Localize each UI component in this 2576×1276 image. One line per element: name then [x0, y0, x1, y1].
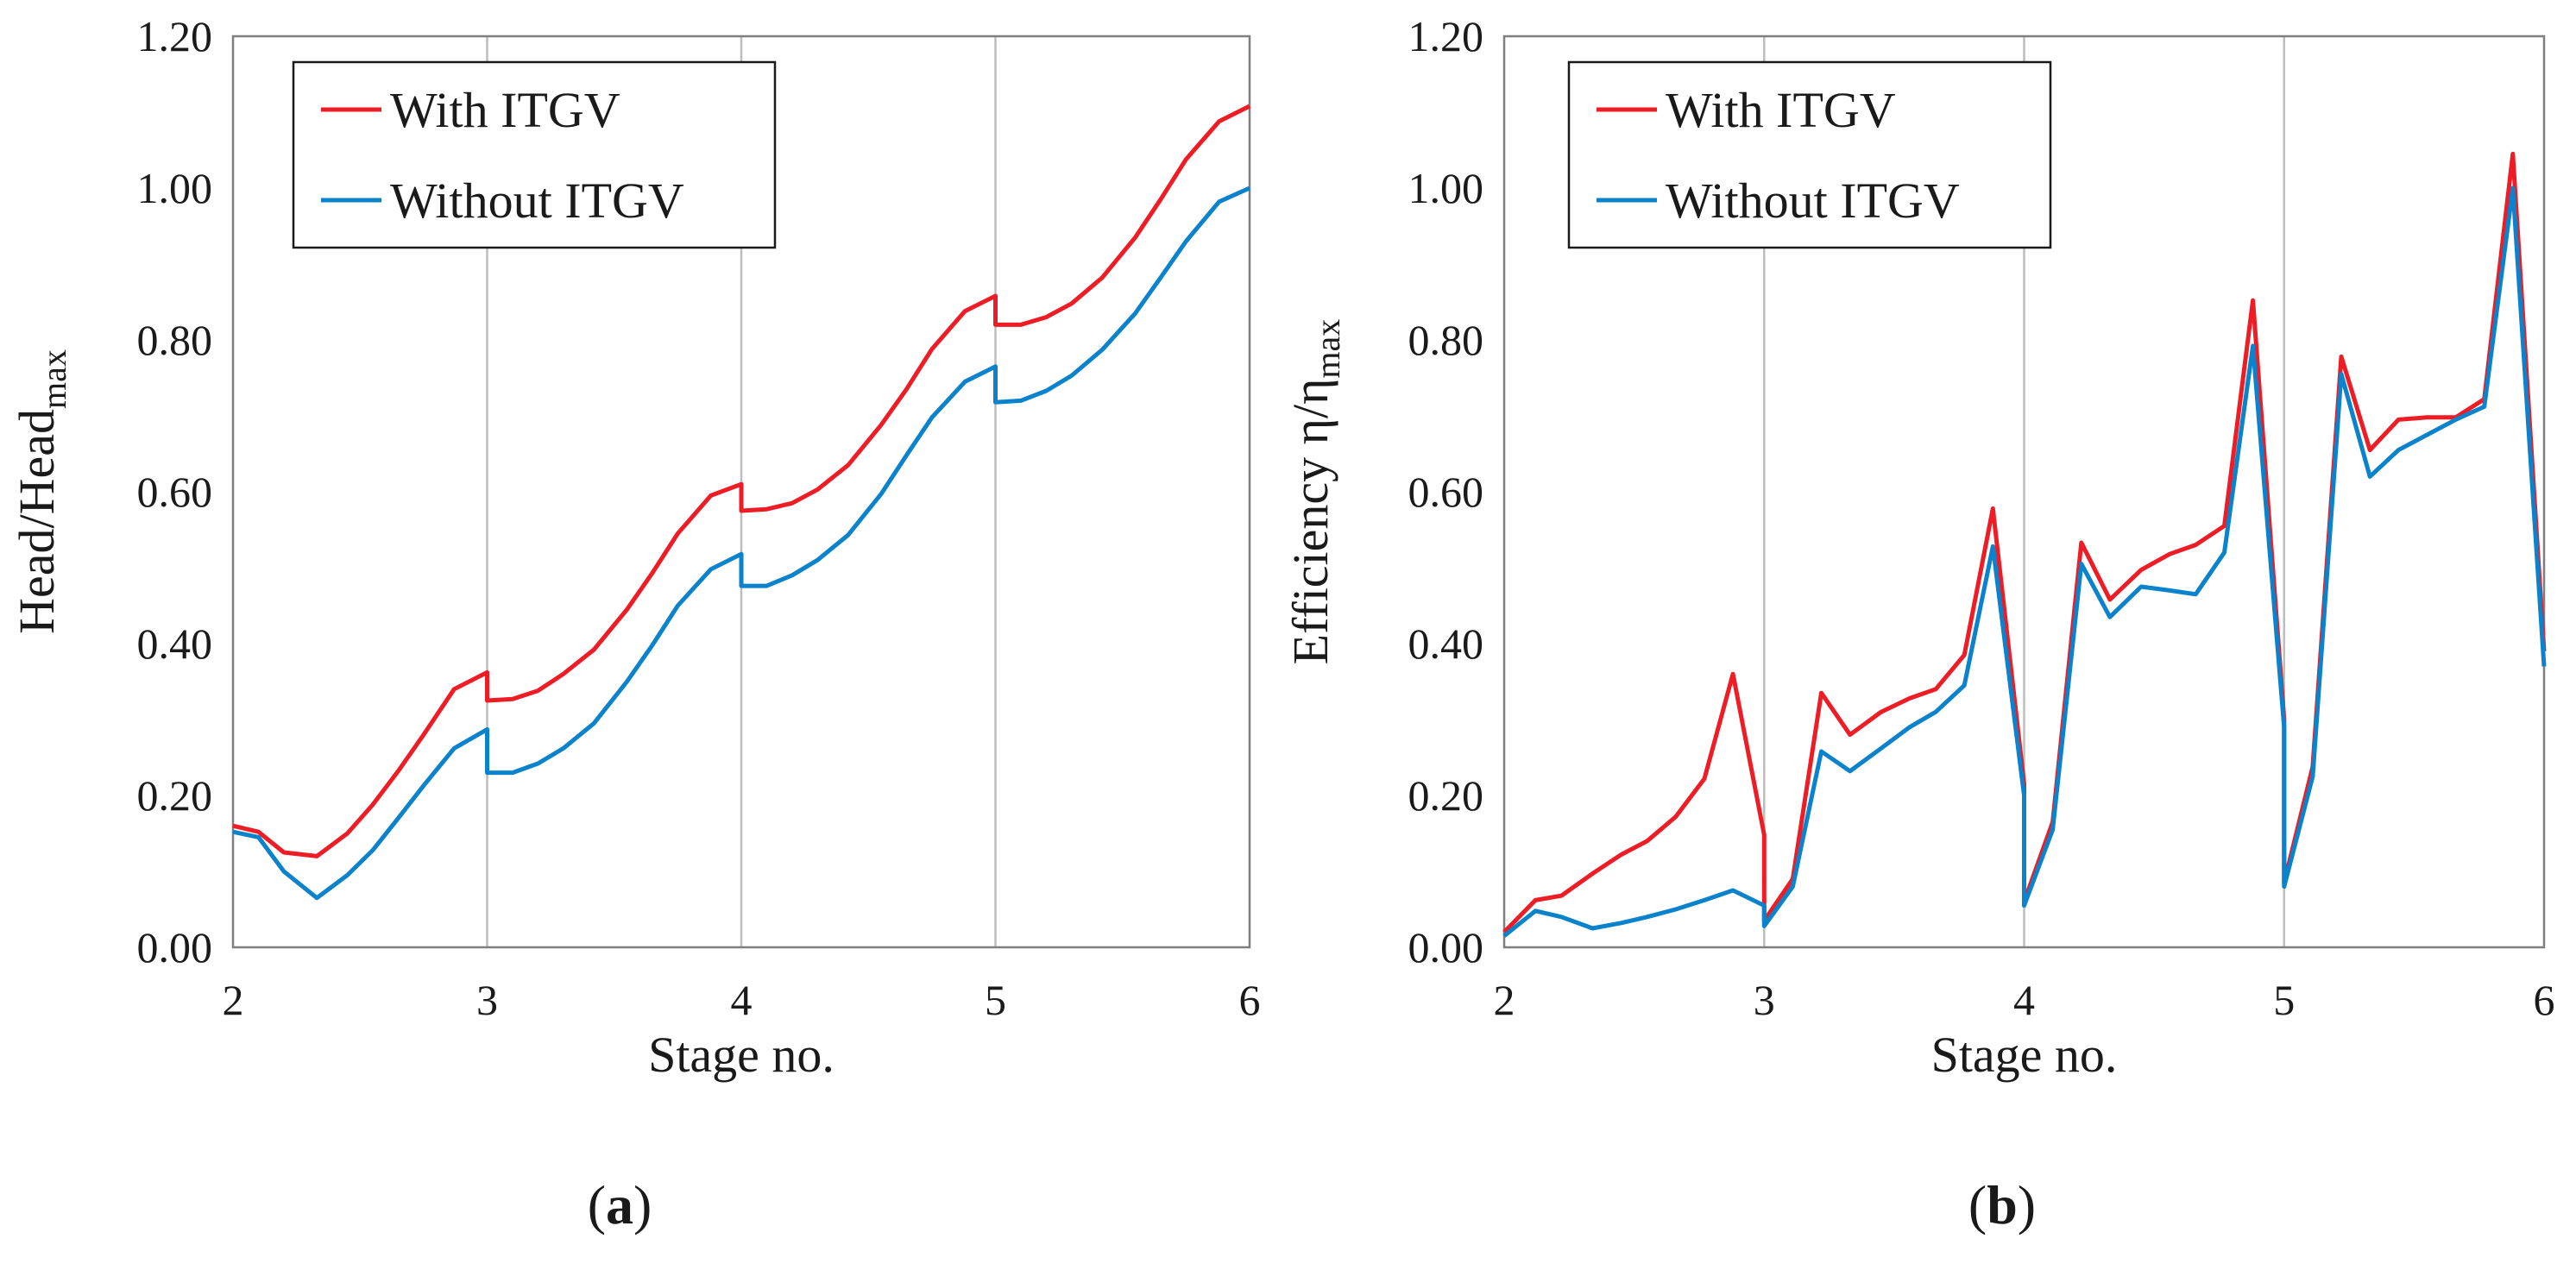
x-tick-label: 5 — [2273, 976, 2295, 1024]
panel-label: (b) — [1968, 1174, 2036, 1235]
legend-box — [1567, 60, 2052, 249]
legend: With ITGV Without ITGV — [1567, 60, 2052, 249]
series-line-with-itgv — [232, 104, 1251, 858]
x-tick-label: 4 — [731, 976, 753, 1024]
x-axis-title: Stage no. — [1931, 1027, 2118, 1083]
y-axis-title-main: Head/Head — [9, 409, 65, 634]
y-tick-label: 0.80 — [1408, 316, 1484, 364]
plot-frame — [231, 35, 1251, 949]
y-tick-label: 0.20 — [137, 771, 213, 820]
series-line-without-itgv — [1502, 185, 2547, 938]
y-tick-label: 0.80 — [137, 316, 213, 364]
legend-box — [292, 60, 777, 249]
chart-panel-b: 0.00 0.20 0.40 0.60 0.80 1.00 1.20 2 3 4 5 6 Stage n… — [1282, 12, 2555, 1235]
y-tick-label: 0.00 — [1408, 923, 1484, 971]
y-tick-label: 1.20 — [137, 12, 213, 60]
x-tick-label: 5 — [985, 976, 1006, 1024]
legend-label-with-itgv: With ITGV — [390, 82, 620, 138]
y-tick-label: 0.20 — [1408, 771, 1484, 820]
x-tick-label: 3 — [1754, 976, 1775, 1024]
y-axis-title-subscript: max — [1308, 319, 1347, 379]
legend-label-without-itgv: Without ITGV — [1666, 173, 1960, 229]
y-axis-title: Efficiency η/ηmax — [1282, 319, 1347, 665]
y-tick-label: 0.40 — [1408, 619, 1484, 668]
chart-panel-a: 0.00 0.20 0.40 0.60 0.80 1.00 1.20 2 3 4 5 6 Stage n… — [9, 12, 1261, 1235]
x-tick-label: 4 — [2013, 976, 2035, 1024]
legend-label-with-itgv: With ITGV — [1666, 82, 1896, 138]
y-tick-label: 1.20 — [1408, 12, 1484, 60]
x-tick-label: 6 — [2534, 976, 2555, 1024]
y-tick-label: 0.40 — [137, 619, 213, 668]
x-tick-label: 3 — [476, 976, 498, 1024]
y-tick-label: 1.00 — [1408, 164, 1484, 212]
y-tick-label: 1.00 — [137, 164, 213, 212]
x-tick-label: 2 — [1494, 976, 1515, 1024]
plot-frame — [1502, 35, 2546, 949]
x-tick-label: 2 — [223, 976, 244, 1024]
y-axis-title-main: Efficiency η/η — [1282, 379, 1338, 665]
legend-label-without-itgv: Without ITGV — [390, 173, 684, 229]
y-axis-title-subscript: max — [35, 349, 73, 409]
y-tick-label: 0.60 — [137, 468, 213, 516]
y-tick-label: 0.00 — [137, 923, 213, 971]
legend: With ITGV Without ITGV — [292, 60, 777, 249]
x-tick-label: 6 — [1239, 976, 1261, 1024]
x-axis-title: Stage no. — [648, 1027, 835, 1083]
y-tick-label: 0.60 — [1408, 468, 1484, 516]
series-line-without-itgv — [232, 185, 1251, 901]
panel-label: (a) — [588, 1174, 652, 1235]
y-axis-title: Head/Headmax — [9, 349, 73, 634]
